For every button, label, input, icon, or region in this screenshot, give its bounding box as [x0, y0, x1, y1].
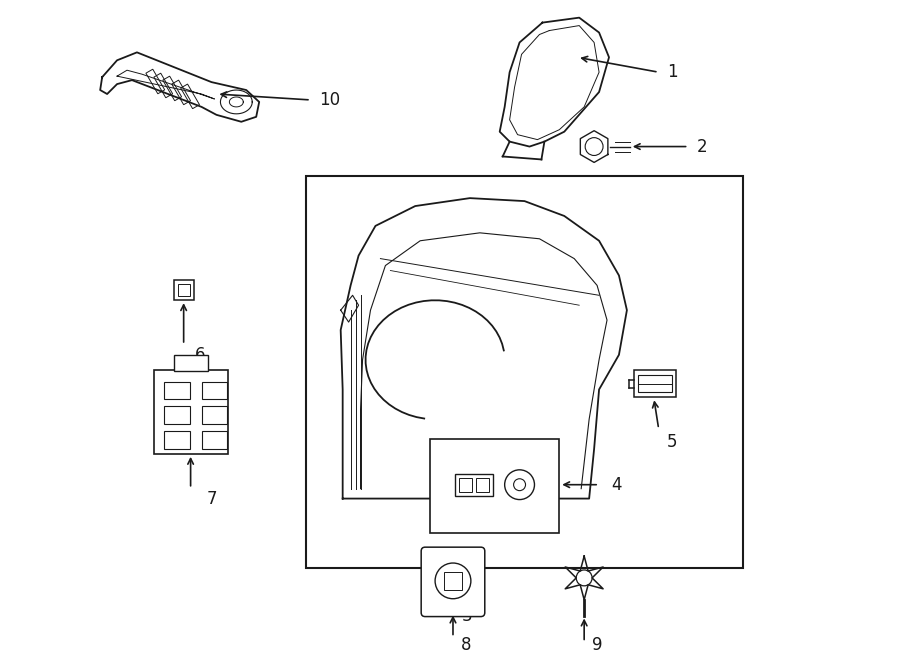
- Bar: [154, 73, 173, 98]
- Bar: [177, 284, 190, 296]
- Bar: [202, 381, 228, 399]
- FancyBboxPatch shape: [421, 547, 485, 617]
- Bar: [164, 407, 190, 424]
- Bar: [202, 431, 228, 449]
- Bar: [306, 176, 743, 568]
- Bar: [146, 69, 165, 94]
- Text: 4: 4: [611, 476, 622, 494]
- Bar: [430, 439, 559, 533]
- Text: 8: 8: [461, 637, 472, 654]
- Bar: [163, 76, 182, 100]
- Bar: [174, 355, 209, 371]
- Bar: [638, 375, 671, 393]
- Text: 3: 3: [462, 607, 472, 625]
- Text: 10: 10: [319, 91, 340, 109]
- Text: 2: 2: [697, 137, 707, 155]
- Bar: [172, 80, 191, 104]
- Bar: [174, 280, 194, 300]
- Bar: [164, 431, 190, 449]
- Text: 6: 6: [194, 346, 205, 364]
- Text: 9: 9: [592, 637, 603, 654]
- Bar: [634, 369, 676, 397]
- Bar: [444, 572, 462, 590]
- Text: 1: 1: [667, 63, 678, 81]
- Bar: [476, 478, 489, 492]
- Bar: [459, 478, 472, 492]
- Bar: [154, 369, 229, 454]
- Bar: [164, 381, 190, 399]
- Bar: [181, 84, 200, 108]
- Bar: [202, 407, 228, 424]
- Bar: [455, 474, 492, 496]
- Text: 7: 7: [206, 490, 217, 508]
- Text: 5: 5: [667, 433, 677, 451]
